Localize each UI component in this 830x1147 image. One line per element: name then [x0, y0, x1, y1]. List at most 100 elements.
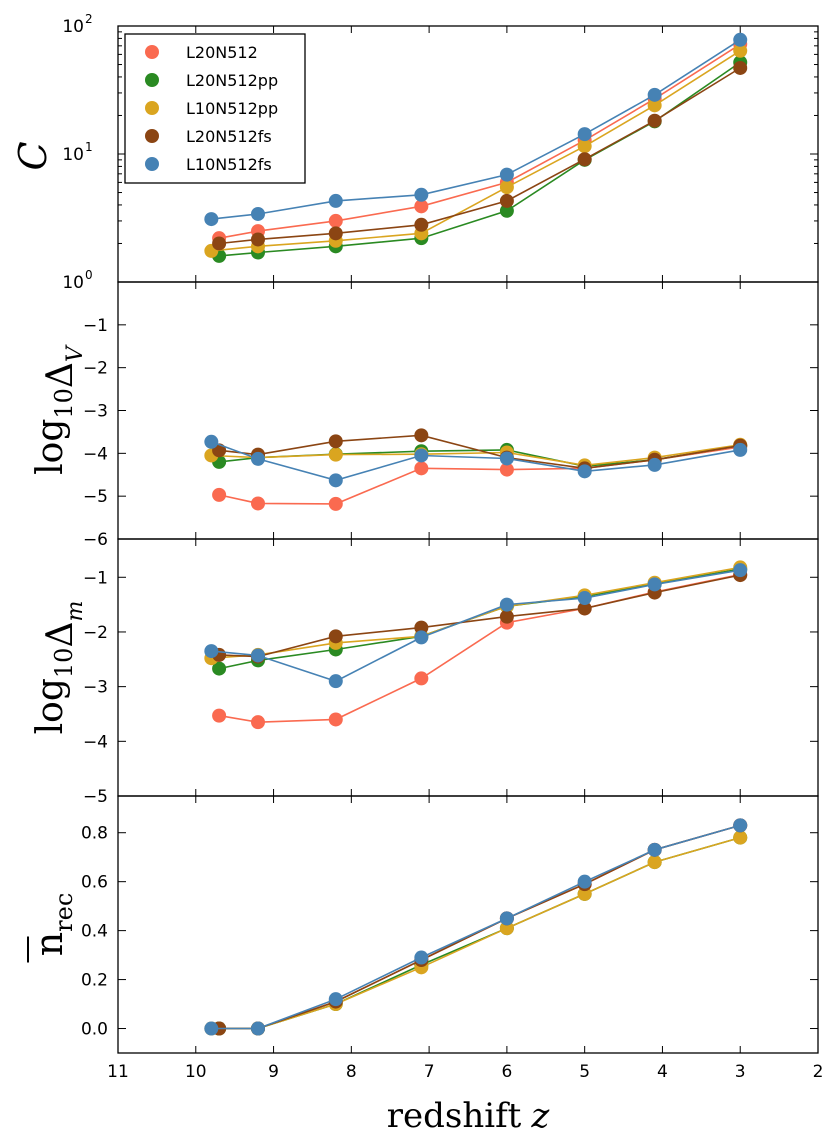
y-tick-label-base: 10	[62, 17, 84, 37]
y-tick-label: −5	[83, 487, 108, 507]
legend: L20N512 L20N512pp L10N512pp L20N512fs L10N51…	[124, 33, 306, 184]
y-axis-label: log10ΔV	[30, 344, 88, 475]
y-tick-label: −1	[83, 316, 108, 336]
data-point-L10N512fs	[499, 911, 514, 926]
data-point-L10N512fs	[647, 577, 662, 592]
data-point-L10N512fs	[647, 457, 662, 472]
data-point-L10N512fs	[251, 1021, 265, 1036]
data-point-L10N512pp	[577, 886, 592, 901]
x-axis-label: redshift z	[387, 1096, 551, 1136]
data-point-L10N512fs	[328, 992, 343, 1007]
x-tick-label: 8	[346, 1062, 357, 1082]
y-tick-label: −2	[83, 623, 108, 643]
y-tick-label: −3	[83, 402, 108, 422]
y-tick-label: −2	[83, 359, 108, 379]
data-point-L10N512fs	[733, 818, 748, 833]
data-point-L10N512fs	[204, 644, 219, 659]
data-point-L20N512fs	[733, 60, 748, 75]
y-tick-label-exp: 1	[85, 140, 93, 154]
y-label-ylabel_arg: Δ	[40, 362, 81, 388]
y-tick-label: 0.4	[81, 922, 108, 942]
x-label-word: redshift	[387, 1096, 522, 1136]
y-tick-label: −3	[83, 678, 108, 698]
x-tick-label: 2	[813, 1062, 824, 1082]
data-point-L10N512fs	[414, 448, 429, 463]
series-line-L10N512fs	[211, 569, 741, 683]
y-tick-label: 0.8	[81, 824, 108, 844]
series-line-L10N512fs	[211, 824, 741, 1030]
data-point-L10N512pp	[733, 43, 748, 58]
data-point-L20N512pp	[499, 203, 514, 218]
data-point-L20N512	[414, 671, 429, 686]
data-point-L10N512pp	[647, 98, 662, 113]
data-point-L20N512	[414, 199, 429, 214]
data-point-L20N512	[499, 462, 514, 477]
x-tick-label: 11	[107, 1062, 129, 1082]
data-point-L10N512fs	[251, 206, 265, 221]
axes-frame	[117, 795, 819, 1054]
y-label-ylabel_argsub: m	[63, 601, 88, 622]
data-point-L10N512fs	[328, 674, 343, 689]
x-label-var: z	[530, 1096, 550, 1136]
legend-marker-L10N512pp	[145, 101, 159, 115]
data-point-L20N512fs	[647, 113, 662, 128]
x-tick-label: 10	[185, 1062, 207, 1082]
series-line-L20N512pp	[219, 836, 741, 1030]
series-line-L20N512	[219, 824, 741, 1030]
y-label-ylabel_main: log	[30, 419, 71, 475]
series-line-L10N512fs	[211, 441, 741, 482]
series-line-L20N512fs	[219, 434, 741, 470]
y-tick-label: −6	[83, 530, 108, 550]
data-point-L10N512fs	[414, 187, 429, 202]
panel-DeltaV: −6 −5 −4 −3 −2 −1 log10ΔV	[30, 281, 819, 550]
data-point-L20N512fs	[251, 232, 265, 247]
y-label-ylabel_main: log	[30, 678, 71, 734]
data-point-L10N512fs	[577, 591, 592, 606]
y-tick-label: 0.0	[81, 1020, 108, 1040]
data-point-L10N512fs	[328, 473, 343, 488]
legend-marker-L20N512	[145, 45, 159, 59]
data-point-L10N512fs	[577, 874, 592, 889]
series-line-L10N512pp	[211, 50, 741, 252]
data-point-L20N512pp	[212, 661, 227, 676]
y-tick-label-base: 10	[62, 273, 84, 293]
data-point-L10N512fs	[577, 464, 592, 479]
data-point-L20N512	[212, 487, 227, 502]
y-tick-label: −4	[83, 732, 108, 752]
data-point-L20N512	[212, 708, 227, 723]
legend-marker-L10N512fs	[145, 157, 159, 171]
y-tick-label-exp: 0	[85, 268, 93, 282]
data-point-L10N512pp	[577, 139, 592, 154]
x-tick-label: 3	[735, 1062, 746, 1082]
x-tick-label: 4	[657, 1062, 668, 1082]
data-point-L10N512fs	[733, 442, 748, 457]
data-point-L20N512fs	[499, 193, 514, 208]
panel-DeltaM: −5 −4 −3 −2 −1 log10Δm	[30, 538, 819, 807]
x-tick-label: 6	[501, 1062, 512, 1082]
data-point-L10N512fs	[414, 950, 429, 965]
data-point-L20N512	[328, 712, 343, 727]
y-axis-label: nrec	[27, 893, 78, 957]
series-line-L20N512pp	[218, 568, 741, 670]
data-point-L10N512fs	[414, 630, 429, 645]
y-label-ylabel_arg: Δ	[40, 622, 81, 648]
y-label-ylabel_main: n	[27, 932, 71, 956]
y-tick-label: −4	[83, 444, 108, 464]
data-point-L10N512fs	[251, 451, 265, 466]
x-tick-label: 9	[268, 1062, 279, 1082]
data-point-L20N512fs	[212, 236, 227, 251]
y-tick-label: −1	[83, 568, 108, 588]
legend-label: L10N512pp	[186, 99, 278, 118]
x-tick-label: 7	[424, 1062, 435, 1082]
series-line-L20N512fs	[219, 67, 741, 245]
y-label-ylabel_sub: 10	[50, 648, 78, 679]
series-line-L20N512fs	[219, 574, 741, 658]
data-point-L10N512fs	[499, 167, 514, 182]
legend-label: L20N512pp	[186, 71, 278, 90]
panel-nrec: 0.0 0.2 0.4 0.6 0.8 nrec	[27, 795, 819, 1054]
data-point-L10N512fs	[733, 32, 748, 47]
y-tick-label: −5	[83, 787, 108, 807]
data-point-L20N512	[251, 715, 265, 730]
data-point-L10N512fs	[204, 434, 219, 449]
